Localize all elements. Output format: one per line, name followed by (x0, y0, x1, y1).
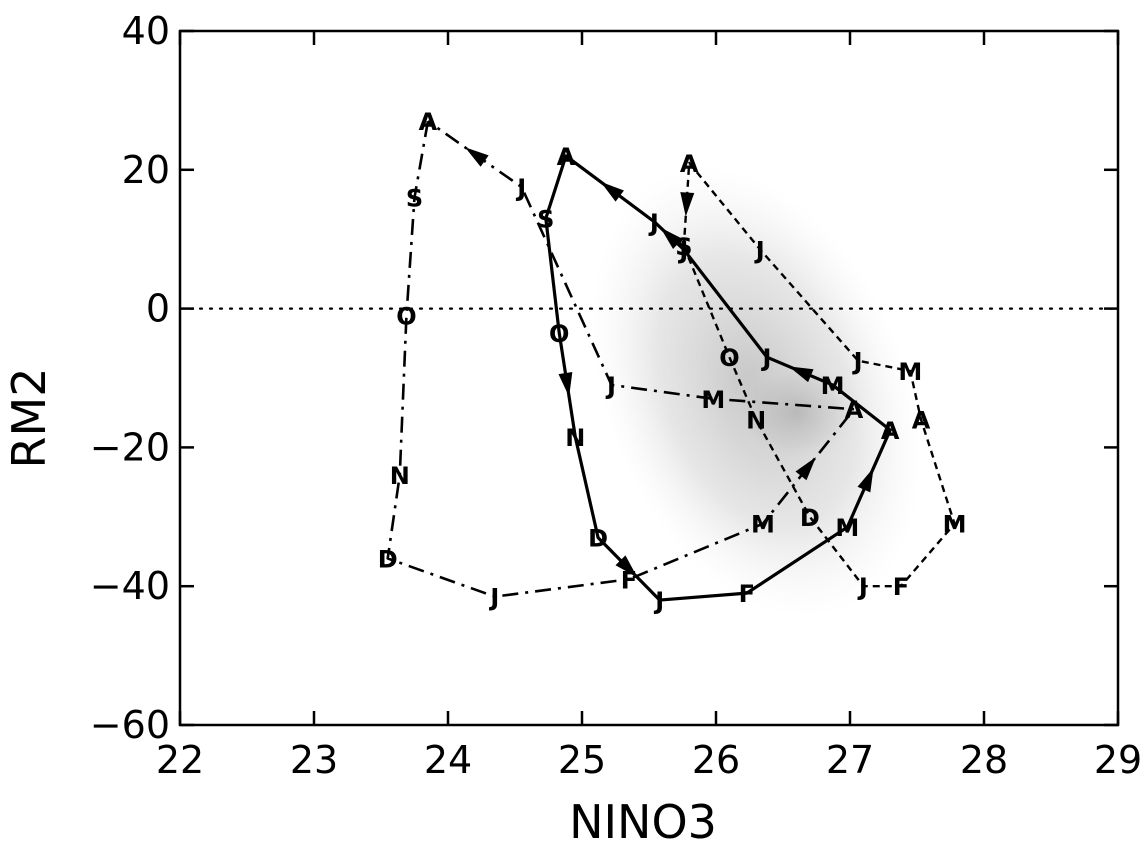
month-marker: J (515, 174, 526, 202)
month-marker: N (565, 424, 585, 452)
month-marker: F (739, 580, 755, 608)
month-marker: J (760, 344, 771, 372)
month-marker: J (488, 584, 499, 612)
month-marker: J (852, 348, 863, 376)
x-tick-label: 23 (290, 738, 338, 782)
month-marker: D (800, 504, 820, 532)
y-axis-title: RM2 (2, 368, 56, 469)
direction-arrow (461, 142, 489, 167)
month-marker: M (898, 358, 922, 386)
month-marker: J (605, 372, 616, 400)
month-marker: M (751, 511, 775, 539)
month-marker: J (648, 209, 659, 237)
y-tick-label: 20 (122, 148, 170, 192)
month-marker: S (675, 233, 692, 261)
month-marker: A (419, 108, 438, 136)
month-marker: O (719, 344, 739, 372)
month-marker: A (845, 396, 864, 424)
month-marker: O (549, 320, 569, 348)
y-tick-label: −20 (90, 425, 170, 469)
month-marker: M (835, 514, 859, 542)
x-axis-title: NINO3 (569, 795, 717, 849)
month-marker: O (396, 303, 416, 331)
x-tick-label: 24 (424, 738, 472, 782)
y-tick-label: −60 (90, 703, 170, 747)
month-marker: M (701, 386, 725, 414)
month-marker: N (390, 462, 410, 490)
month-marker: N (746, 407, 766, 435)
month-marker: A (557, 143, 576, 171)
month-marker: D (378, 545, 398, 573)
month-marker: A (912, 407, 931, 435)
month-marker: J (857, 573, 868, 601)
month-marker: F (893, 573, 909, 601)
month-marker: J (754, 237, 765, 265)
y-tick-label: 0 (146, 287, 170, 331)
month-marker: M (821, 372, 845, 400)
month-marker: D (588, 525, 608, 553)
month-marker: F (621, 566, 637, 594)
month-marker: A (881, 417, 900, 445)
x-tick-label: 26 (692, 738, 740, 782)
x-tick-label: 27 (826, 738, 874, 782)
x-tick-label: 29 (1094, 738, 1142, 782)
month-marker: M (943, 511, 967, 539)
month-marker: A (680, 150, 699, 178)
x-tick-label: 28 (960, 738, 1008, 782)
y-tick-label: 40 (122, 9, 170, 53)
uncertainty-shading (529, 118, 983, 666)
y-tick-label: −40 (90, 564, 170, 608)
month-marker: S (406, 185, 423, 213)
month-marker: J (653, 587, 664, 615)
x-tick-label: 25 (558, 738, 606, 782)
